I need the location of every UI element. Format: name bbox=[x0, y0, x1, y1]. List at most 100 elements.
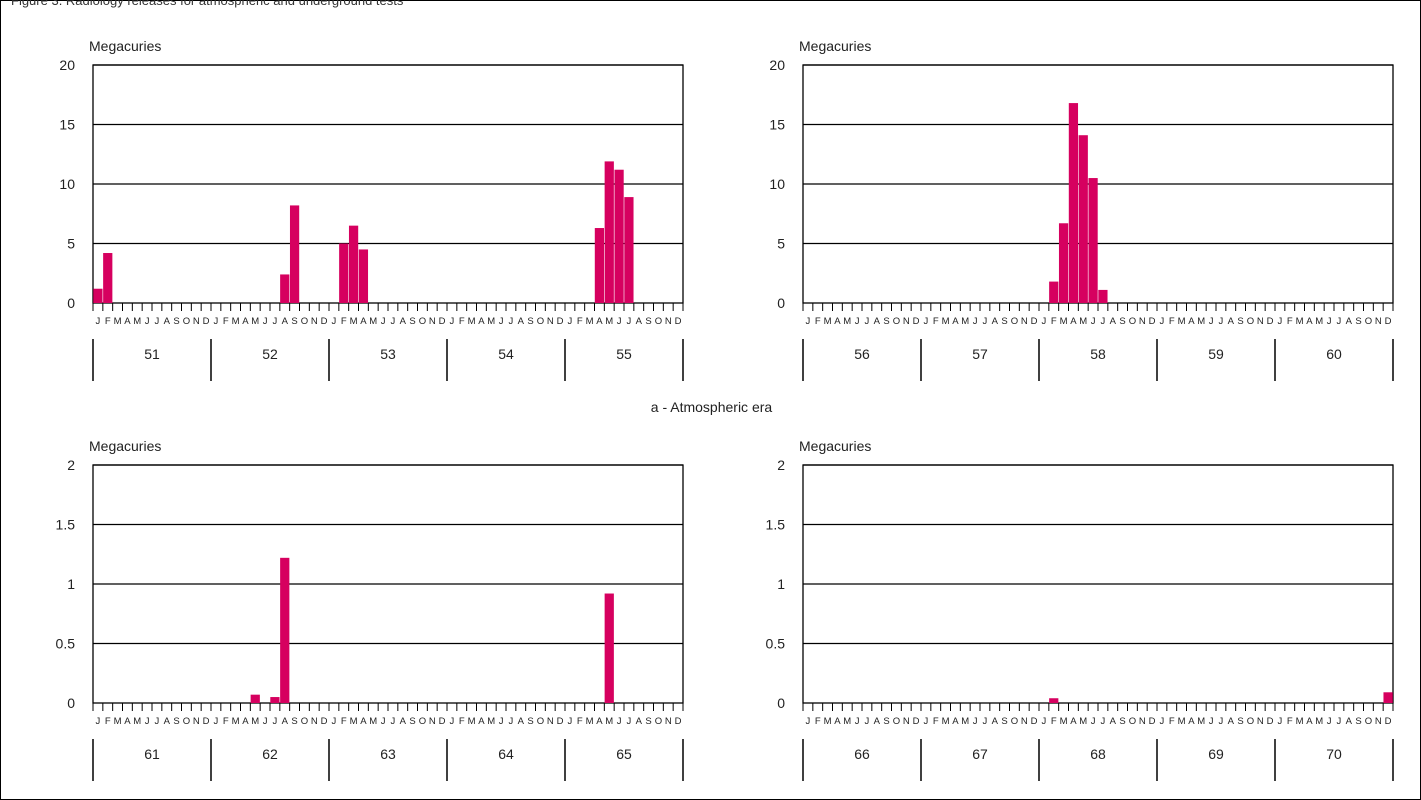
month-label: A bbox=[1188, 316, 1195, 327]
y-axis-label: Megacuries bbox=[89, 438, 161, 454]
month-label: A bbox=[124, 316, 131, 327]
month-label: O bbox=[1129, 316, 1136, 327]
bar bbox=[93, 288, 103, 303]
month-label: F bbox=[341, 716, 347, 727]
month-label: J bbox=[391, 316, 396, 327]
month-label: A bbox=[636, 316, 643, 327]
month-label: J bbox=[568, 716, 573, 727]
month-label: N bbox=[429, 316, 436, 327]
month-label: M bbox=[1060, 316, 1068, 327]
month-label: J bbox=[973, 316, 978, 327]
month-label: A bbox=[952, 316, 959, 327]
month-label: D bbox=[203, 716, 210, 727]
bar bbox=[1058, 223, 1069, 303]
month-label: J bbox=[1327, 716, 1332, 727]
month-label: F bbox=[105, 716, 111, 727]
month-label: N bbox=[1021, 316, 1028, 327]
month-label: A bbox=[518, 316, 525, 327]
month-label: M bbox=[114, 716, 122, 727]
y-tick-label: 1 bbox=[67, 576, 75, 592]
month-label: J bbox=[855, 716, 860, 727]
bar bbox=[1098, 289, 1108, 303]
y-tick-label: 20 bbox=[59, 57, 75, 73]
month-label: J bbox=[332, 716, 337, 727]
month-label: N bbox=[1375, 716, 1382, 727]
month-label: N bbox=[665, 716, 672, 727]
year-label: 64 bbox=[498, 746, 514, 762]
month-label: S bbox=[291, 716, 297, 727]
month-label: M bbox=[133, 716, 141, 727]
month-label: M bbox=[1178, 316, 1186, 327]
y-tick-label: 15 bbox=[769, 117, 785, 133]
month-label: F bbox=[341, 316, 347, 327]
month-label: M bbox=[369, 716, 377, 727]
month-label: J bbox=[509, 316, 514, 327]
month-label: S bbox=[173, 316, 179, 327]
y-tick-label: 0.5 bbox=[56, 636, 76, 652]
month-label: N bbox=[665, 316, 672, 327]
month-label: A bbox=[400, 716, 407, 727]
bar bbox=[280, 274, 290, 303]
month-label: D bbox=[1267, 316, 1274, 327]
month-label: M bbox=[961, 716, 969, 727]
month-label: J bbox=[332, 316, 337, 327]
month-label: N bbox=[1257, 716, 1264, 727]
month-label: M bbox=[1079, 316, 1087, 327]
month-label: J bbox=[273, 316, 278, 327]
month-label: J bbox=[924, 716, 929, 727]
month-label: D bbox=[1031, 316, 1038, 327]
month-label: O bbox=[655, 316, 662, 327]
year-label: 53 bbox=[380, 346, 396, 362]
month-label: J bbox=[806, 316, 811, 327]
bar bbox=[289, 205, 300, 303]
month-label: A bbox=[874, 316, 881, 327]
month-label: F bbox=[933, 316, 939, 327]
month-label: M bbox=[1315, 716, 1323, 727]
month-label: O bbox=[1011, 716, 1018, 727]
bar bbox=[280, 557, 290, 703]
month-label: M bbox=[251, 316, 259, 327]
month-label: A bbox=[636, 716, 643, 727]
month-label: A bbox=[242, 716, 249, 727]
month-label: S bbox=[291, 316, 297, 327]
month-label: J bbox=[865, 716, 870, 727]
month-label: J bbox=[214, 716, 219, 727]
bar bbox=[614, 169, 624, 303]
year-label: 62 bbox=[262, 746, 278, 762]
month-label: M bbox=[1296, 716, 1304, 727]
month-label: A bbox=[1306, 716, 1313, 727]
month-label: S bbox=[1355, 316, 1361, 327]
month-label: M bbox=[824, 316, 832, 327]
month-label: S bbox=[645, 316, 651, 327]
y-axis-label: Megacuries bbox=[89, 38, 161, 54]
month-label: M bbox=[487, 716, 495, 727]
month-label: J bbox=[145, 316, 150, 327]
month-label: S bbox=[1119, 716, 1125, 727]
month-label: J bbox=[214, 316, 219, 327]
chart-panel-1961-1965: Megacuries 0 0.5 1 1.5 2 J F M A M J J A S O N D J F M A M J J A S… bbox=[1, 401, 701, 781]
month-label: D bbox=[203, 316, 210, 327]
month-label: O bbox=[893, 316, 900, 327]
month-label: O bbox=[301, 316, 308, 327]
bar bbox=[1383, 692, 1393, 703]
month-label: M bbox=[586, 716, 594, 727]
month-label: D bbox=[321, 316, 328, 327]
month-label: F bbox=[815, 316, 821, 327]
month-label: J bbox=[155, 716, 160, 727]
y-tick-label: 1.5 bbox=[56, 517, 76, 533]
year-label: 58 bbox=[1090, 346, 1106, 362]
month-label: J bbox=[450, 716, 455, 727]
bar bbox=[1088, 178, 1098, 303]
month-label: J bbox=[1278, 716, 1283, 727]
month-label: N bbox=[311, 716, 318, 727]
month-label: J bbox=[1337, 316, 1342, 327]
month-label: F bbox=[577, 316, 583, 327]
month-label: J bbox=[263, 716, 268, 727]
month-label: O bbox=[893, 716, 900, 727]
year-label: 52 bbox=[262, 346, 278, 362]
y-tick-label: 0 bbox=[777, 295, 785, 311]
month-label: N bbox=[429, 716, 436, 727]
